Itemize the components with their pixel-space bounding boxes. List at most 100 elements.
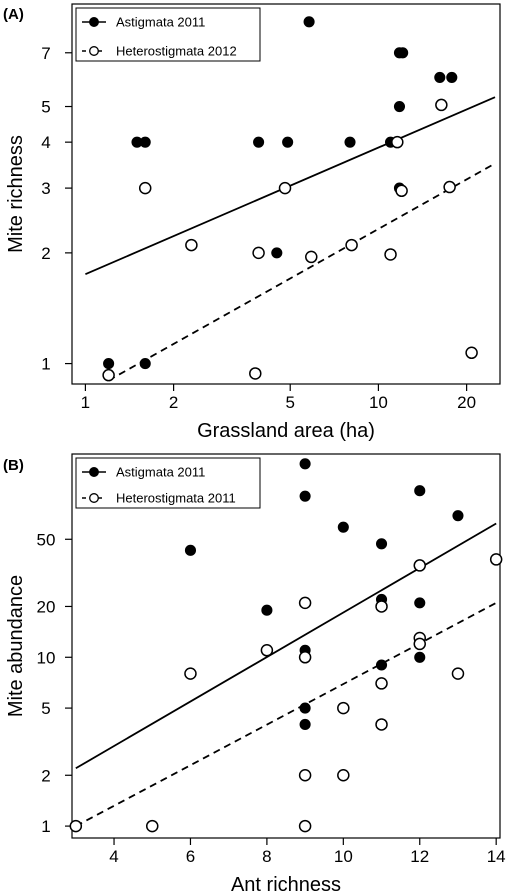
panel-label: (B) [3,457,24,474]
y-tick-label: 1 [41,355,50,374]
y-tick-label: 1 [41,817,50,836]
legend-label: Heterostigmata 2011 [116,491,236,506]
x-axis-title: Ant richness [231,874,341,895]
data-point [345,238,358,252]
data-point [435,98,448,112]
data-point [253,136,265,148]
data-point [434,71,446,83]
series-1 [102,98,496,382]
data-point [489,553,503,566]
x-tick-label: 6 [186,847,195,866]
legend-box [75,7,261,62]
data-point [337,769,350,782]
data-point [261,604,273,616]
data-point [375,600,388,613]
data-point [414,651,426,663]
legend-label: Heterostigmata 2012 [116,44,237,59]
data-point [375,677,388,690]
data-point [184,667,197,680]
data-point [443,180,456,194]
data-point [299,718,311,730]
x-tick-label: 1 [81,393,90,412]
legend: Astigmata 2011 Heterostigmata 2011 [75,457,261,509]
chart-panel-0: (A) 1 2 5 10 20 1 2 3 4 5 7 Grassland area (ha) Mite … [3,3,501,442]
y-tick-label: 50 [37,530,56,549]
x-tick-label: 8 [262,847,271,866]
data-point [299,458,311,470]
data-point [298,651,312,664]
data-point [184,544,197,556]
data-point [298,769,312,782]
x-tick-label: 14 [487,847,506,866]
data-point [103,358,115,370]
series-0 [70,458,502,832]
data-point [249,367,262,380]
data-point [146,819,159,833]
data-point [185,238,198,252]
y-axis-title: Mite abundance [5,575,27,717]
y-tick-label: 2 [41,766,50,785]
data-point [305,250,318,264]
y-tick-label: 3 [41,179,50,198]
data-point [252,246,265,260]
legend-marker [89,493,99,503]
x-tick-label: 10 [334,847,353,866]
x-tick-label: 2 [169,393,178,412]
legend-marker [89,17,99,27]
x-tick-label: 4 [109,847,118,866]
panel-label: (A) [3,6,24,23]
y-tick-label: 2 [41,244,50,263]
data-point [102,368,115,382]
x-tick-label: 12 [410,847,429,866]
legend-marker [89,46,99,56]
y-tick-label: 20 [37,597,56,616]
data-point [413,637,426,651]
y-tick-label: 5 [41,699,50,718]
data-point [375,538,388,550]
data-point [337,701,350,715]
plot-frame [71,453,501,839]
y-tick-label: 5 [41,98,50,117]
legend-label: Astigmata 2011 [116,15,205,30]
data-point [282,136,294,148]
y-tick-label: 10 [37,648,56,667]
trend-line [75,602,497,827]
legend: Astigmata 2011 Heterostigmata 2012 [75,7,261,62]
data-point [299,702,311,714]
y-tick-label: 4 [41,133,50,152]
data-point [391,135,404,149]
series-1 [69,553,503,833]
data-point [452,510,464,522]
data-point [393,100,406,113]
data-point [414,485,426,497]
data-point [303,16,315,28]
legend-box [75,457,261,509]
data-point [337,521,349,533]
data-point [446,71,458,83]
data-point [260,644,274,657]
data-point [384,248,397,261]
data-point [375,718,388,731]
data-point [69,819,83,833]
plot-frame [71,3,501,385]
data-point [413,559,426,572]
x-axis-title: Grassland area (ha) [197,420,375,442]
data-point [344,136,356,148]
data-point [465,346,478,360]
data-point [451,667,465,680]
data-point [298,596,312,610]
legend-label: Astigmata 2011 [116,465,205,480]
x-tick-label: 5 [285,393,294,412]
data-point [298,819,312,833]
y-tick-label: 7 [41,44,50,63]
x-tick-label: 20 [457,393,476,412]
data-point [278,181,292,195]
trend-line [75,522,497,770]
data-point [139,136,151,148]
trend-line [108,162,496,382]
data-point [395,184,408,198]
legend-marker [89,467,99,477]
data-point [138,181,152,195]
